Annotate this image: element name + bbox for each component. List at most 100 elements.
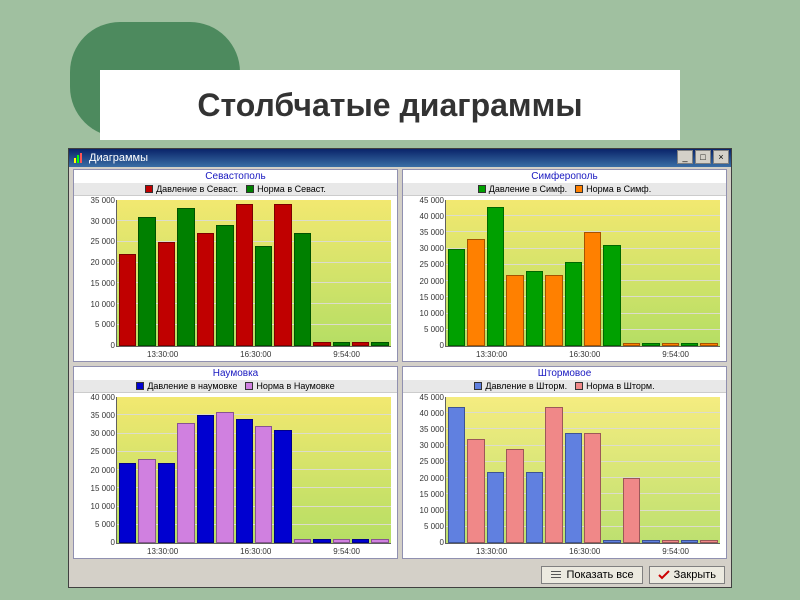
x-axis-labels: 13:30:0016:30:009:54:00 [439, 546, 726, 558]
chart-legend: Давление в наумовкеНорма в Наумовке [74, 380, 397, 393]
y-tick-label: 35 000 [81, 196, 115, 205]
legend-item: Давление в Шторм. [474, 381, 567, 391]
bar [642, 343, 659, 346]
chart-icon [73, 152, 85, 164]
chart-plot: 40 00035 00030 00025 00020 00015 00010 0… [116, 397, 391, 544]
x-axis-labels: 13:30:00 16:30:00 9:54:00 [439, 349, 726, 361]
y-tick-label: 25 000 [81, 237, 115, 246]
bar [352, 342, 369, 346]
show-all-label: Показать все [566, 569, 633, 581]
legend-label: Давление в Шторм. [485, 381, 567, 391]
chart-naumovka: НаумовкаДавление в наумовкеНорма в Наумо… [73, 366, 398, 559]
chart-plot: 45 00040 00035 00030 00025 00020 00015 0… [445, 200, 720, 347]
chart-title: Симферополь [403, 170, 726, 183]
y-tick-label: 25 000 [410, 260, 444, 269]
x-axis-labels: 13:30:0016:30:009:54:00 [110, 546, 397, 558]
bars-group [448, 200, 718, 346]
close-button[interactable]: Закрыть [649, 566, 725, 584]
legend-item: Норма в Севаст. [246, 184, 326, 194]
bars-group [119, 397, 389, 543]
x-tick-label: 16:30:00 [569, 350, 600, 359]
legend-swatch [246, 185, 254, 193]
chart-simferopol: СимферопольДавление в Симф.Норма в Симф.… [402, 169, 727, 362]
x-tick-label: 9:54:00 [662, 350, 689, 359]
bar [526, 472, 543, 543]
show-all-button[interactable]: Показать все [541, 566, 642, 584]
legend-item: Давление в Симф. [478, 184, 567, 194]
bar [197, 415, 214, 543]
bar [700, 343, 717, 346]
x-tick-label: 16:30:00 [240, 350, 271, 359]
bar [177, 423, 194, 543]
x-tick-label: 13:30:00 [476, 350, 507, 359]
bar [313, 342, 330, 346]
bar [487, 207, 504, 347]
bar [158, 463, 175, 543]
bar [506, 275, 523, 346]
bottom-toolbar: Показать все Закрыть [541, 566, 725, 584]
y-tick-label: 20 000 [81, 466, 115, 475]
bar [255, 426, 272, 543]
y-tick-label: 40 000 [410, 409, 444, 418]
y-tick-label: 15 000 [81, 279, 115, 288]
diagrams-window: Диаграммы _ □ × СевастопольДавление в Се… [68, 148, 732, 588]
y-tick-label: 35 000 [81, 411, 115, 420]
bar [448, 249, 465, 346]
window-buttons: _ □ × [677, 150, 729, 164]
y-tick-label: 35 000 [410, 228, 444, 237]
legend-item: Норма в Шторм. [575, 381, 654, 391]
y-tick-label: 15 000 [410, 293, 444, 302]
chart-legend: Давление в Симф.Норма в Симф. [403, 183, 726, 196]
bar [294, 233, 311, 346]
bar [662, 343, 679, 346]
bar [506, 449, 523, 543]
chart-title: Наумовка [74, 367, 397, 380]
y-tick-label: 0 [81, 341, 115, 350]
list-icon [550, 569, 562, 581]
bar [255, 246, 272, 346]
window-titlebar: Диаграммы _ □ × [69, 149, 731, 167]
y-tick-label: 5 000 [410, 522, 444, 531]
chart-sevastopol: СевастопольДавление в Севаст.Норма в Сев… [73, 169, 398, 362]
x-tick-label: 16:30:00 [569, 547, 600, 556]
y-tick-label: 5 000 [81, 320, 115, 329]
bar [274, 430, 291, 543]
bar [565, 433, 582, 543]
legend-swatch [474, 382, 482, 390]
bar [623, 478, 640, 543]
bar [119, 254, 136, 346]
bar [352, 539, 369, 543]
legend-swatch [145, 185, 153, 193]
bar [274, 204, 291, 346]
bar [584, 232, 601, 346]
bar [371, 342, 388, 346]
bar [584, 433, 601, 543]
y-tick-label: 10 000 [81, 300, 115, 309]
y-tick-label: 45 000 [410, 196, 444, 205]
maximize-button[interactable]: □ [695, 150, 711, 164]
bar [467, 439, 484, 543]
bar [662, 540, 679, 543]
y-tick-label: 20 000 [410, 277, 444, 286]
page-title: Столбчатые диаграммы [100, 70, 680, 140]
bar [294, 539, 311, 543]
chart-legend: Давление в Шторм. Норма в Шторм. [403, 380, 726, 393]
legend-item: Норма в Наумовке [245, 381, 334, 391]
bar [700, 540, 717, 543]
bar [642, 540, 659, 543]
chart-legend: Давление в Севаст.Норма в Севаст. [74, 183, 397, 196]
bar [603, 540, 620, 543]
chart-plot: 45 00040 00035 00030 00025 00020 00015 0… [445, 397, 720, 544]
legend-label: Норма в Шторм. [586, 381, 654, 391]
bars-group [448, 397, 718, 543]
minimize-button[interactable]: _ [677, 150, 693, 164]
y-tick-label: 15 000 [410, 490, 444, 499]
bar [236, 204, 253, 346]
close-window-button[interactable]: × [713, 150, 729, 164]
legend-label: Давление в Симф. [489, 184, 567, 194]
y-tick-label: 10 000 [410, 309, 444, 318]
y-tick-label: 20 000 [410, 474, 444, 483]
legend-label: Норма в Наумовке [256, 381, 334, 391]
y-tick-label: 0 [410, 341, 444, 350]
x-tick-label: 9:54:00 [662, 547, 689, 556]
